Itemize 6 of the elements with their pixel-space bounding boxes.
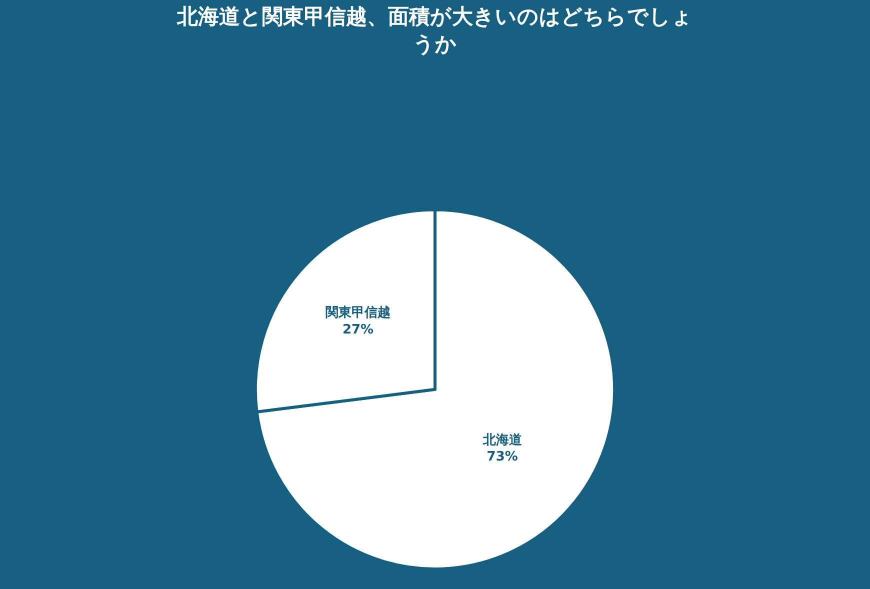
chart-title: 北海道と関東甲信越、面積が大きいのはどちらでしょうか (176, 4, 693, 56)
slice-label: 北海道 (482, 432, 523, 448)
pie-slice (255, 208, 616, 570)
slice-label: 関東甲信越 (326, 306, 391, 321)
data-label: 73% (486, 450, 518, 465)
data-label: 27% (342, 322, 374, 338)
